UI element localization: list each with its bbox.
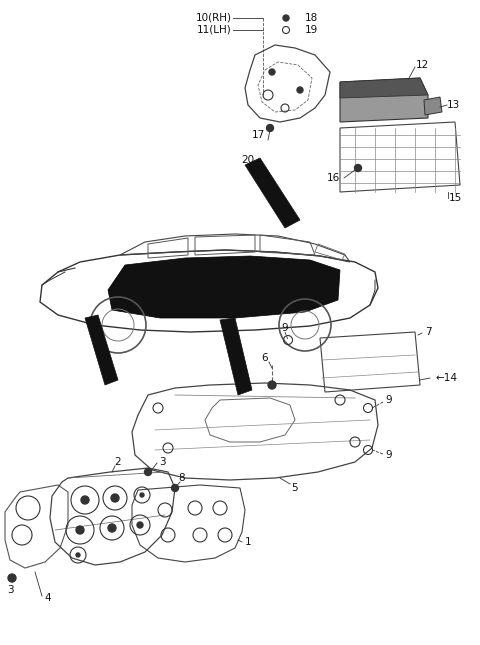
Polygon shape <box>85 315 118 385</box>
Circle shape <box>266 124 274 132</box>
Text: ←14: ←14 <box>436 373 458 383</box>
Text: 19: 19 <box>305 25 318 35</box>
Text: 1: 1 <box>245 537 252 547</box>
Text: 3: 3 <box>7 585 13 595</box>
Text: 3: 3 <box>159 457 165 467</box>
Circle shape <box>8 574 16 582</box>
Circle shape <box>111 494 119 502</box>
Circle shape <box>76 553 80 557</box>
Text: 9: 9 <box>385 395 392 405</box>
Text: 17: 17 <box>252 130 264 140</box>
Text: 9: 9 <box>282 323 288 333</box>
Polygon shape <box>340 78 428 98</box>
Text: 11(LH): 11(LH) <box>197 25 232 35</box>
Polygon shape <box>424 97 442 115</box>
Circle shape <box>269 69 275 75</box>
Text: 7: 7 <box>425 327 432 337</box>
Circle shape <box>283 15 289 21</box>
Text: 5: 5 <box>292 483 298 493</box>
Polygon shape <box>245 158 300 228</box>
Text: 2: 2 <box>115 457 121 467</box>
Circle shape <box>140 493 144 497</box>
Text: 9: 9 <box>385 450 392 460</box>
Text: 18: 18 <box>305 13 318 23</box>
Text: 16: 16 <box>327 173 340 183</box>
Circle shape <box>355 164 361 172</box>
Circle shape <box>137 522 143 528</box>
Text: 6: 6 <box>262 353 268 363</box>
Circle shape <box>108 524 116 532</box>
Circle shape <box>268 381 276 389</box>
Text: 10(RH): 10(RH) <box>196 13 232 23</box>
Text: 13: 13 <box>446 100 460 110</box>
Circle shape <box>171 484 179 491</box>
Circle shape <box>81 496 89 504</box>
Polygon shape <box>340 78 428 122</box>
Polygon shape <box>220 318 252 395</box>
Polygon shape <box>108 256 340 318</box>
Circle shape <box>76 526 84 534</box>
Text: 12: 12 <box>415 60 429 70</box>
Text: 20: 20 <box>241 155 254 165</box>
Circle shape <box>297 87 303 93</box>
Text: 4: 4 <box>45 593 51 603</box>
Circle shape <box>144 468 152 475</box>
Text: 8: 8 <box>179 473 185 483</box>
Text: 15: 15 <box>448 193 462 203</box>
